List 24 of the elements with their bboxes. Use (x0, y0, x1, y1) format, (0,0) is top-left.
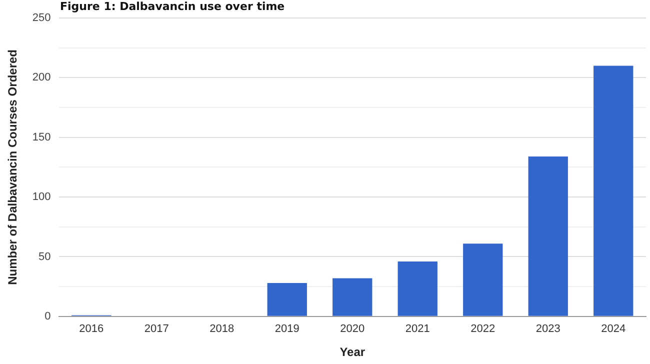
bar (594, 66, 634, 316)
x-tick-label: 2024 (601, 323, 626, 336)
x-tick-label: 2016 (79, 323, 104, 336)
x-tick-label: 2019 (274, 323, 300, 336)
x-tick-label: 2023 (536, 323, 560, 336)
y-tick-label: 200 (32, 72, 51, 84)
y-tick-label: 0 (44, 310, 51, 322)
y-tick-label: 150 (32, 131, 51, 144)
x-axis-title: Year (340, 345, 366, 360)
bar (267, 282, 307, 316)
x-tick-label: 2020 (340, 323, 365, 336)
bar (528, 156, 568, 316)
x-tick-label: 2021 (405, 323, 430, 336)
bar (398, 261, 438, 316)
y-tick-label: 100 (32, 191, 51, 204)
x-tick-label: 2017 (144, 323, 169, 336)
chart-title: Figure 1: Dalbavancin use over time (60, 0, 285, 13)
x-tick-label: 2022 (470, 323, 496, 336)
y-axis-title: Number of Dalbavancin Courses Ordered (6, 49, 20, 285)
bar (332, 278, 372, 316)
y-tick-label: 250 (32, 12, 51, 24)
y-tick-label: 50 (38, 250, 51, 263)
bar (463, 244, 503, 316)
x-tick-label: 2018 (210, 323, 234, 336)
